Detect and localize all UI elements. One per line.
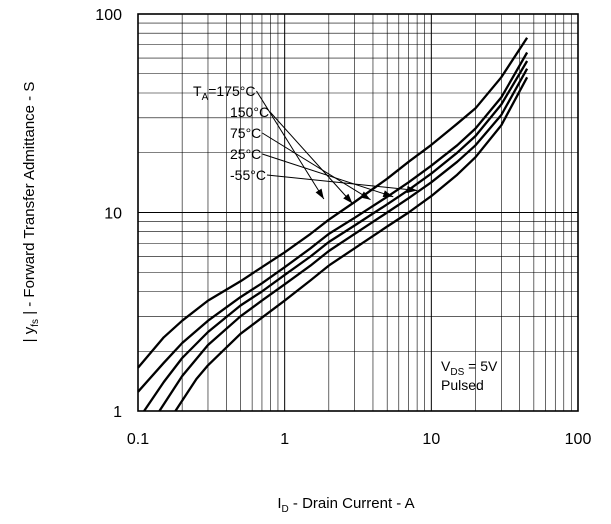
curve-75C	[143, 60, 529, 412]
leader-line	[266, 174, 418, 192]
curve-150C	[137, 51, 529, 393]
y-tick-label: 100	[95, 7, 122, 24]
series-label: TA=175°C	[193, 83, 255, 103]
x-tick-label: 0.1	[127, 431, 149, 448]
condition-pulsed: Pulsed	[441, 377, 484, 393]
series-label: 25°C	[230, 146, 261, 162]
leader-arrowhead	[343, 193, 353, 204]
y-axis-label: | yfs | - Forward Transfer Admittance - …	[21, 82, 41, 343]
series-label: 75°C	[230, 125, 261, 141]
leader-line	[269, 111, 353, 204]
leader-line	[262, 132, 371, 201]
series-label-leaders	[256, 90, 418, 204]
condition-vds: VDS = 5V	[441, 358, 498, 378]
leader-arrowhead	[406, 186, 418, 193]
leader-line	[256, 90, 325, 200]
curve-175C	[137, 37, 529, 369]
leader-line	[262, 153, 394, 198]
plot-frame	[137, 13, 579, 412]
curve-25C	[158, 68, 529, 412]
leader-arrowhead	[360, 191, 371, 200]
curves	[137, 37, 529, 412]
curve--55C	[174, 76, 529, 412]
leader-arrowhead	[315, 188, 324, 199]
y-tick-label: 10	[104, 206, 122, 223]
x-axis-label: ID - Drain Current - A	[277, 495, 414, 515]
tick-labels: 0.1 1 10 100 1 10 100	[95, 7, 591, 448]
x-tick-label: 100	[565, 431, 592, 448]
y-tick-label: 1	[113, 404, 122, 421]
x-tick-label: 1	[280, 431, 289, 448]
x-tick-label: 10	[422, 431, 440, 448]
leader-arrowhead	[382, 190, 394, 198]
series-label: -55°C	[230, 167, 266, 183]
series-label: 150°C	[230, 104, 269, 120]
